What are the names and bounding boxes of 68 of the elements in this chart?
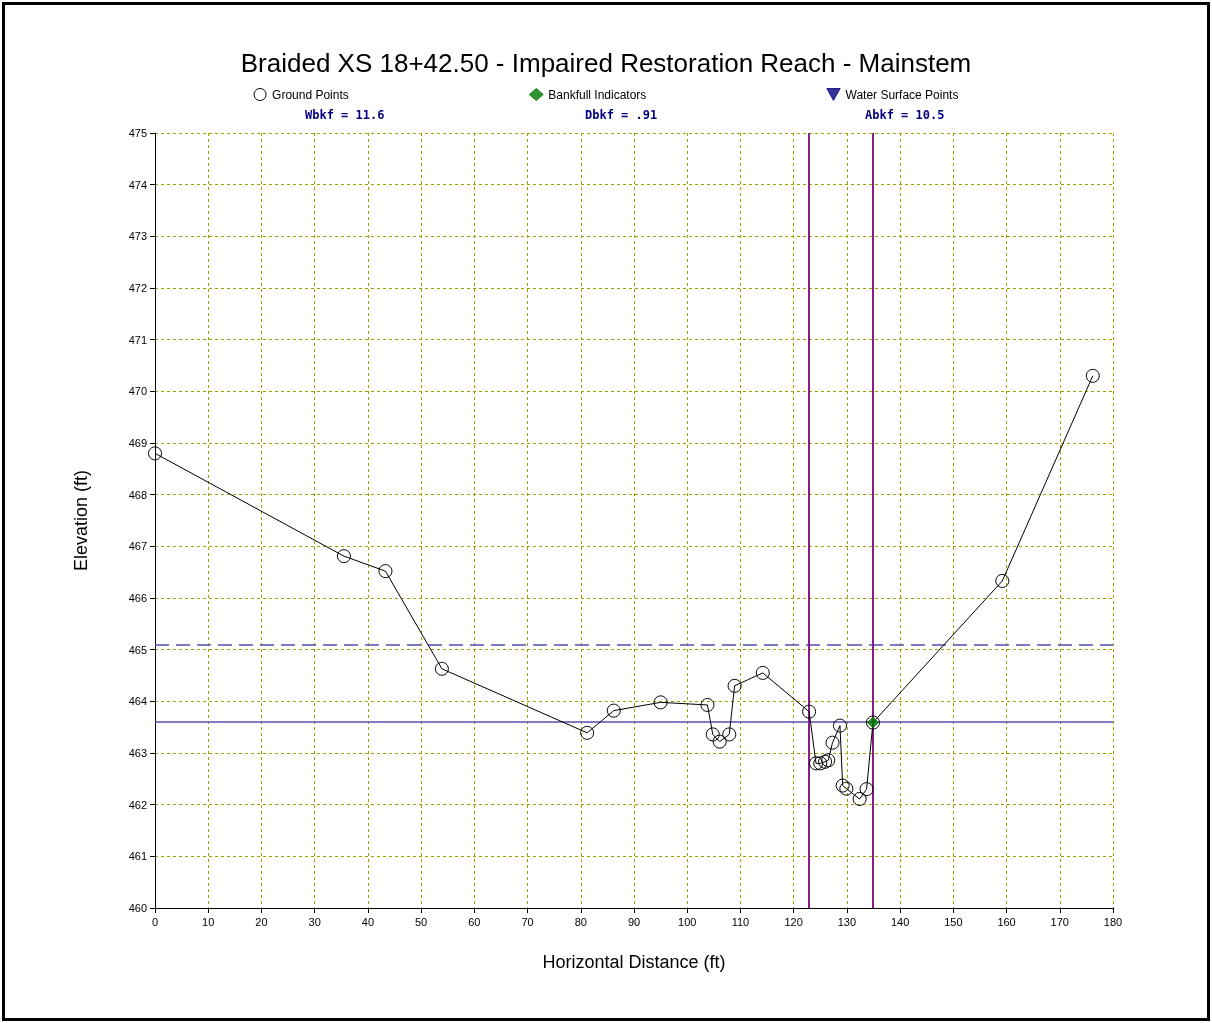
x-tick-label: 140 (890, 915, 910, 928)
y-axis-title: Elevation (ft) (71, 469, 91, 572)
x-tick-label: 50 (414, 915, 428, 928)
y-tick-label: 473 (128, 230, 147, 243)
chart-title: Braided XS 18+42.50 - Impaired Restoration Reach - Mainstem (240, 48, 972, 78)
point (712, 734, 727, 749)
x-tick-label: 40 (361, 915, 375, 928)
point (995, 573, 1010, 588)
point (580, 725, 595, 740)
legend-label: Water Surface Points (845, 87, 959, 102)
x-tick-label: 130 (837, 915, 857, 928)
x-tick-label: 170 (1050, 915, 1069, 928)
y-tick-label: 471 (128, 333, 147, 346)
y-tick-label: 465 (128, 643, 147, 656)
point (825, 735, 840, 750)
point (832, 718, 847, 733)
point (809, 756, 824, 771)
y-tick-label: 467 (128, 540, 147, 553)
y-tick-label: 468 (128, 488, 147, 501)
x-tick-label: 60 (468, 915, 481, 928)
y-tick-label: 460 (128, 902, 147, 914)
x-tick-label: 20 (255, 915, 268, 928)
x-tick-label: 0 (151, 915, 159, 928)
text: Dbkf = .91 (585, 108, 658, 122)
point (722, 727, 737, 742)
legend-label: Ground Points (272, 87, 349, 102)
y-tick-label: 472 (128, 282, 147, 294)
x-axis-title: Horizontal Distance (ft) (542, 952, 726, 972)
point (653, 695, 668, 710)
y-tick-label: 463 (128, 747, 147, 759)
point (852, 791, 867, 806)
point (606, 703, 621, 718)
point (802, 704, 817, 719)
x-tick-label: 110 (731, 915, 750, 928)
point (813, 756, 828, 771)
x-tick-label: 30 (308, 915, 321, 928)
point (839, 781, 854, 796)
legend-label: Bankfull Indicators (548, 87, 647, 102)
y-tick-label: 469 (128, 437, 147, 449)
y-tick-label: 461 (128, 850, 147, 863)
point (727, 678, 742, 693)
point (1085, 368, 1100, 383)
y-tick-label: 464 (128, 695, 147, 708)
point (378, 564, 393, 579)
x-tick-label: 90 (627, 915, 641, 928)
x-tick-label: 160 (997, 915, 1016, 928)
x-tick-label: 120 (784, 915, 803, 928)
x-tick-label: 10 (202, 915, 215, 928)
x-tick-label: 70 (521, 915, 534, 928)
y-tick-label: 475 (128, 127, 147, 139)
x-tick-label: 150 (944, 915, 963, 928)
point (700, 697, 715, 712)
text: Abkf = 10.5 (865, 108, 945, 122)
point (148, 446, 162, 461)
point (434, 661, 449, 676)
y-tick-label: 474 (128, 178, 147, 191)
point (859, 782, 874, 797)
point (755, 665, 770, 680)
x-tick-label: 180 (1103, 915, 1123, 928)
y-tick-label: 466 (128, 592, 147, 604)
point (336, 549, 351, 564)
x-tick-label: 80 (574, 915, 587, 928)
text: Wbkf = 11.6 (305, 108, 385, 122)
point (835, 778, 850, 793)
y-tick-label: 470 (128, 385, 147, 398)
y-tick-label: 462 (128, 798, 147, 811)
point (705, 727, 720, 742)
x-tick-label: 100 (678, 915, 697, 928)
